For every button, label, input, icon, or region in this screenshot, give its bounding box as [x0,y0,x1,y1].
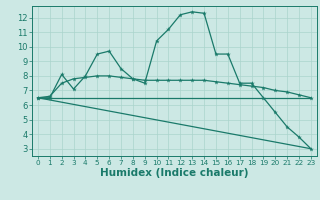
X-axis label: Humidex (Indice chaleur): Humidex (Indice chaleur) [100,168,249,178]
